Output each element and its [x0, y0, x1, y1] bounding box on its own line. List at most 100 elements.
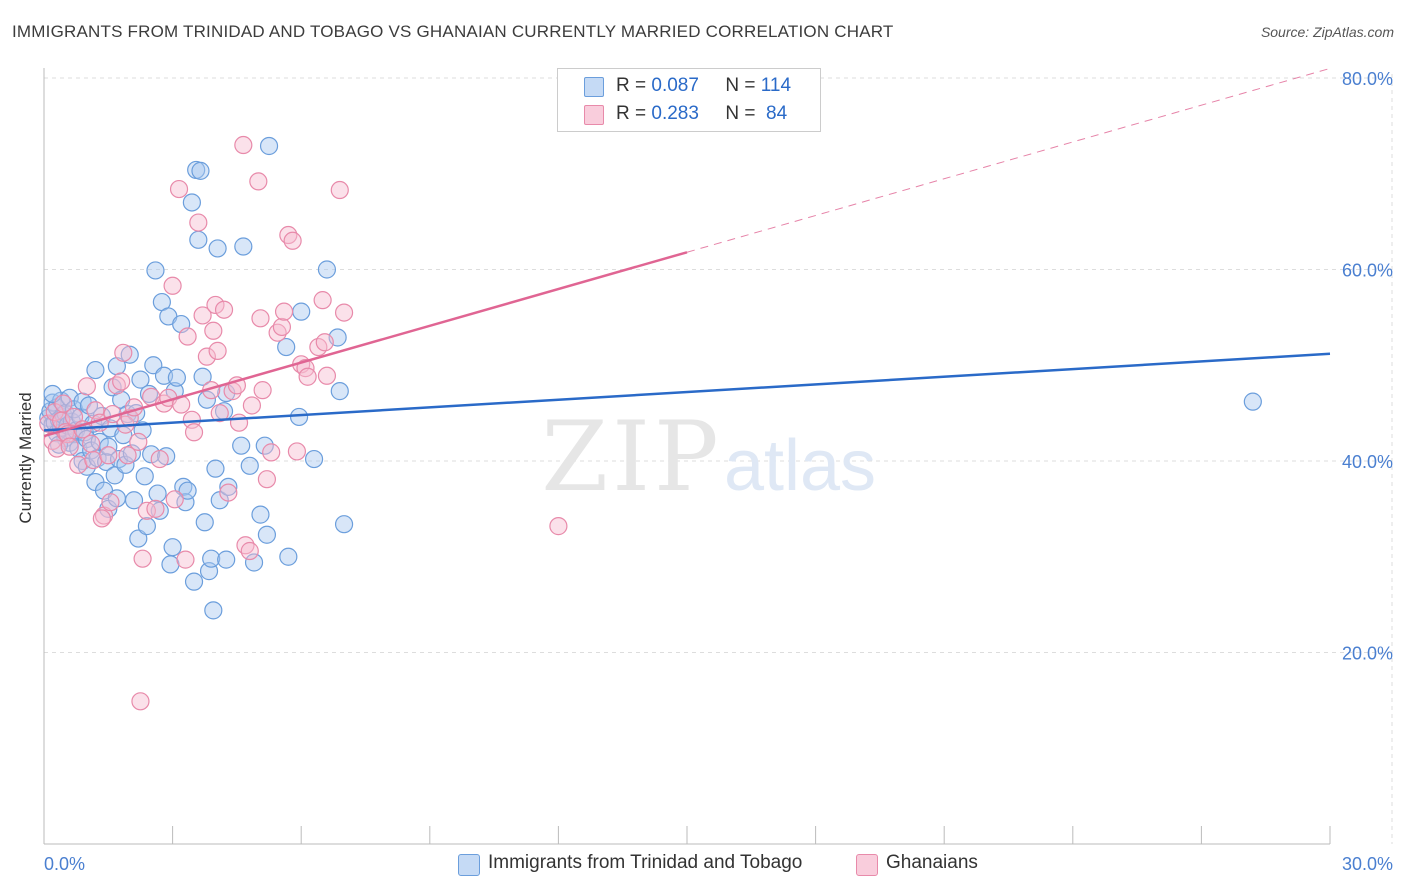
- data-point: [178, 327, 197, 346]
- tick-labels: 20.0% 40.0% 60.0% 80.0% 0.0% 30.0%: [44, 69, 1393, 874]
- data-point: [129, 529, 148, 548]
- data-point: [229, 413, 249, 432]
- data-point: [202, 549, 221, 568]
- data-point: [313, 291, 332, 310]
- data-point: [64, 407, 84, 427]
- data-point: [210, 404, 229, 423]
- legend-n-label: N =: [725, 103, 756, 124]
- legend-swatch-blue: [584, 77, 604, 97]
- legend-r-label: R =: [616, 103, 647, 124]
- trend-lines: [43, 67, 1331, 438]
- data-point: [101, 493, 120, 512]
- data-point: [292, 302, 311, 321]
- y-tick-label: 60.0%: [1342, 261, 1393, 281]
- data-point: [298, 367, 317, 386]
- data-point: [169, 179, 189, 199]
- legend-n-value-series1: 114: [760, 75, 792, 96]
- legend-r-label: R =: [616, 75, 647, 96]
- data-point: [255, 436, 274, 455]
- data-point: [330, 180, 349, 200]
- data-point: [234, 237, 253, 256]
- data-point: [146, 499, 165, 518]
- data-point: [150, 449, 169, 469]
- x-tick-label: 0.0%: [44, 854, 85, 874]
- data-point: [182, 193, 201, 212]
- data-point: [251, 505, 270, 524]
- y-tick-label: 40.0%: [1342, 452, 1393, 472]
- data-point: [178, 481, 197, 500]
- data-point: [208, 239, 227, 258]
- data-point: [131, 692, 150, 711]
- bottom-legend-label-series1: Immigrants from Trinidad and Tobago: [488, 852, 803, 873]
- data-point: [219, 477, 238, 496]
- data-point: [137, 517, 156, 536]
- data-point: [317, 260, 337, 279]
- data-point: [176, 493, 195, 512]
- axes: [43, 68, 1331, 845]
- data-point: [274, 302, 294, 321]
- data-point: [191, 161, 210, 180]
- data-point: [184, 572, 204, 591]
- data-point: [240, 541, 259, 561]
- data-point: [163, 276, 182, 295]
- source-label: Source: ZipAtlas.com: [1260, 24, 1394, 40]
- data-point: [167, 368, 186, 387]
- data-point: [184, 423, 204, 442]
- data-point: [244, 553, 264, 572]
- data-point: [257, 470, 277, 489]
- legend-n-value-series2: 84: [766, 103, 788, 124]
- chart-title: IMMIGRANTS FROM TRINIDAD AND TOBAGO VS G…: [12, 22, 894, 41]
- x-tick-label: 30.0%: [1342, 854, 1393, 874]
- data-point: [142, 445, 161, 464]
- data-point: [259, 136, 279, 156]
- data-point: [131, 370, 150, 389]
- series-ghanaian-points: [39, 135, 568, 711]
- data-point: [139, 384, 159, 404]
- data-point: [54, 394, 73, 413]
- data-point: [242, 396, 262, 415]
- data-point: [99, 446, 118, 465]
- data-point: [163, 538, 182, 557]
- data-point: [204, 321, 223, 340]
- data-point: [135, 467, 154, 486]
- bottom-legend-swatch-pink: [856, 854, 878, 876]
- data-point: [214, 300, 234, 319]
- data-point: [334, 303, 354, 322]
- data-point: [208, 341, 227, 360]
- data-point: [82, 434, 101, 453]
- data-point: [315, 333, 334, 352]
- data-point: [69, 455, 88, 474]
- data-point: [330, 382, 349, 401]
- stats-legend: R = 0.087 N = 114 R = 0.283 N = 84: [557, 68, 821, 132]
- legend-swatch-pink: [584, 105, 604, 125]
- data-point: [146, 261, 165, 280]
- watermark-zip: ZIP: [541, 401, 722, 513]
- data-point: [234, 135, 253, 155]
- data-point: [133, 421, 152, 440]
- data-point: [262, 443, 281, 462]
- data-point: [253, 381, 272, 400]
- data-point: [84, 450, 103, 470]
- data-point: [114, 343, 133, 362]
- data-point: [176, 550, 195, 569]
- data-point: [334, 515, 354, 534]
- data-point: [277, 337, 296, 357]
- y-tick-label: 80.0%: [1342, 69, 1393, 89]
- data-point: [232, 436, 251, 455]
- data-point: [317, 366, 337, 385]
- data-point: [1243, 392, 1262, 411]
- data-point: [195, 513, 214, 532]
- data-point: [251, 309, 270, 328]
- watermark-atlas: atlas: [724, 426, 876, 506]
- data-point: [197, 347, 216, 366]
- data-point: [272, 317, 292, 337]
- trend-line-ghanaian: [43, 251, 688, 438]
- data-point: [206, 295, 225, 315]
- data-point: [217, 550, 236, 569]
- trend-line-trinidad: [43, 352, 1331, 432]
- data-point: [249, 172, 268, 191]
- data-point: [124, 491, 144, 510]
- y-tick-label: 20.0%: [1342, 644, 1393, 664]
- data-point: [287, 442, 307, 461]
